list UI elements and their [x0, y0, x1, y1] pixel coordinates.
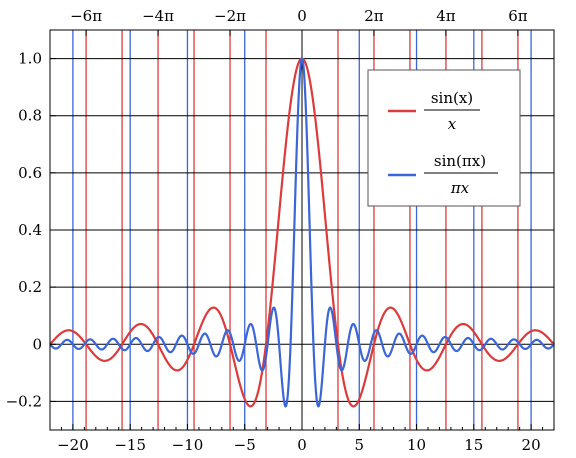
top-tick-label-3: 0	[297, 7, 307, 25]
y-tick-label-5: 0.8	[18, 107, 42, 125]
x-tick-label-0: −20	[57, 436, 89, 454]
y-tick-label-0: −0.2	[6, 392, 42, 410]
x-tick-label-3: −5	[234, 436, 256, 454]
x-tick-label-5: 5	[354, 436, 364, 454]
legend-box	[367, 69, 521, 207]
top-tick-label-1: −4π	[142, 7, 174, 25]
top-tick-label-5: 4π	[436, 7, 456, 25]
legend-label-sinpi-denominator: πx	[450, 179, 470, 197]
x-tick-label-7: 15	[464, 436, 483, 454]
top-tick-label-2: −2π	[214, 7, 246, 25]
tick-labels: −20 −15 −10 −5 0 5 10 15 20 −6π −4π −2π 0 2π 4π 6π −0.2 0…	[6, 7, 541, 454]
top-tick-label-6: 6π	[508, 7, 528, 25]
y-tick-label-3: 0.4	[18, 221, 42, 239]
x-tick-label-4: 0	[297, 436, 307, 454]
x-tick-label-8: 20	[522, 436, 541, 454]
top-tick-label-0: −6π	[70, 7, 102, 25]
x-tick-label-6: 10	[407, 436, 426, 454]
legend-label-sinpi-numerator: sin(πx)	[434, 152, 486, 170]
plot-frame	[49, 29, 555, 431]
y-tick-label-6: 1.0	[18, 50, 42, 68]
x-tick-label-2: −10	[172, 436, 204, 454]
y-tick-label-4: 0.6	[18, 164, 42, 182]
series-layer	[49, 57, 555, 408]
legend-label-sin-numerator: sin(x)	[431, 89, 473, 107]
x-tick-label-1: −15	[114, 436, 146, 454]
series-line-1	[49, 57, 555, 408]
top-tick-label-4: 2π	[364, 7, 384, 25]
legend: sin(x) x sin(πx) πx	[367, 69, 521, 207]
y-tick-label-2: 0.2	[18, 278, 42, 296]
legend-label-sin-denominator: x	[448, 115, 457, 133]
y-tick-label-1: 0	[32, 335, 42, 353]
